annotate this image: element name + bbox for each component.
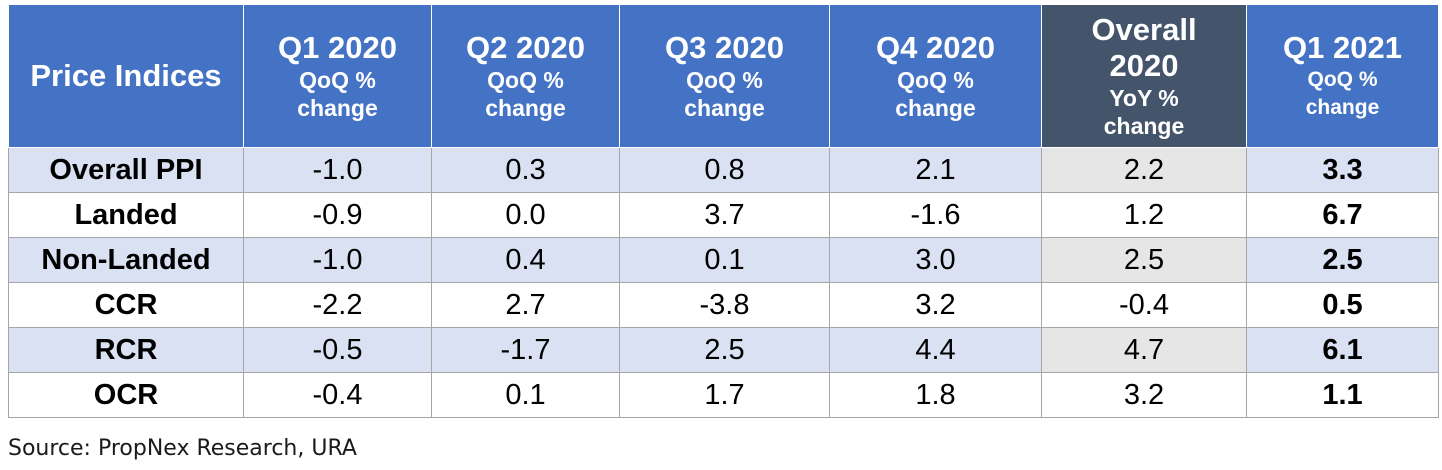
data-cell: 0.5 xyxy=(1246,282,1439,328)
header-measure: QoQ % change xyxy=(485,67,566,121)
header-measure: QoQ % change xyxy=(1305,68,1380,119)
header-q1-2020: Q1 2020 QoQ % change xyxy=(243,4,432,148)
data-cell: 1.1 xyxy=(1246,372,1439,418)
table-row: Non-Landed -1.0 0.4 0.1 3.0 2.5 2.5 xyxy=(8,237,1439,283)
data-cell: 4.7 xyxy=(1041,327,1247,373)
table-row: RCR -0.5 -1.7 2.5 4.4 4.7 6.1 xyxy=(8,327,1439,373)
data-cell: 2.5 xyxy=(619,327,830,373)
data-cell: 0.3 xyxy=(431,147,620,193)
data-cell: 2.5 xyxy=(1041,237,1247,283)
data-cell: -1.0 xyxy=(243,147,432,193)
header-measure: YoY % change xyxy=(1103,85,1185,139)
source-note: Source: PropNex Research, URA xyxy=(8,436,357,461)
data-cell: 0.1 xyxy=(431,372,620,418)
table-row: CCR -2.2 2.7 -3.8 3.2 -0.4 0.5 xyxy=(8,282,1439,328)
header-label: Price Indices xyxy=(30,58,222,93)
data-cell: 6.1 xyxy=(1246,327,1439,373)
data-cell: 2.7 xyxy=(431,282,620,328)
header-q3-2020: Q3 2020 QoQ % change xyxy=(619,4,830,148)
data-cell: 2.1 xyxy=(829,147,1042,193)
table-body: Overall PPI -1.0 0.3 0.8 2.1 2.2 3.3 Landed -0.9… xyxy=(8,147,1439,418)
header-period: Q2 2020 xyxy=(466,30,585,65)
data-cell: 1.8 xyxy=(829,372,1042,418)
data-cell: 3.3 xyxy=(1246,147,1439,193)
data-cell: 0.8 xyxy=(619,147,830,193)
data-cell: 3.0 xyxy=(829,237,1042,283)
header-period: Q1 2021 xyxy=(1283,30,1402,65)
header-measure: QoQ % change xyxy=(684,67,765,121)
data-cell: 0.4 xyxy=(431,237,620,283)
table-row: OCR -0.4 0.1 1.7 1.8 3.2 1.1 xyxy=(8,372,1439,418)
data-cell: -1.7 xyxy=(431,327,620,373)
data-cell: -0.4 xyxy=(1041,282,1247,328)
row-label: Non-Landed xyxy=(8,237,244,283)
data-cell: -1.0 xyxy=(243,237,432,283)
data-cell: -1.6 xyxy=(829,192,1042,238)
header-price-indices: Price Indices xyxy=(8,4,244,148)
header-measure: QoQ % change xyxy=(297,67,378,121)
row-label: CCR xyxy=(8,282,244,328)
row-label: Landed xyxy=(8,192,244,238)
data-cell: 3.2 xyxy=(1041,372,1247,418)
price-index-table: Price Indices Q1 2020 QoQ % change Q2 20… xyxy=(8,4,1439,418)
data-cell: 0.1 xyxy=(619,237,830,283)
table-row: Landed -0.9 0.0 3.7 -1.6 1.2 6.7 xyxy=(8,192,1439,238)
data-cell: 0.0 xyxy=(431,192,620,238)
header-period: Q3 2020 xyxy=(665,30,784,65)
header-q4-2020: Q4 2020 QoQ % change xyxy=(829,4,1042,148)
header-period: Overall 2020 xyxy=(1091,12,1197,83)
data-cell: -3.8 xyxy=(619,282,830,328)
header-measure: QoQ % change xyxy=(895,67,976,121)
data-cell: -0.5 xyxy=(243,327,432,373)
data-cell: 2.5 xyxy=(1246,237,1439,283)
row-label: OCR xyxy=(8,372,244,418)
data-cell: 2.2 xyxy=(1041,147,1247,193)
header-q2-2020: Q2 2020 QoQ % change xyxy=(431,4,620,148)
data-cell: 6.7 xyxy=(1246,192,1439,238)
header-row: Price Indices Q1 2020 QoQ % change Q2 20… xyxy=(8,4,1439,148)
data-cell: 1.7 xyxy=(619,372,830,418)
table-row: Overall PPI -1.0 0.3 0.8 2.1 2.2 3.3 xyxy=(8,147,1439,193)
data-cell: -0.9 xyxy=(243,192,432,238)
data-cell: 1.2 xyxy=(1041,192,1247,238)
data-cell: 3.7 xyxy=(619,192,830,238)
data-cell: 3.2 xyxy=(829,282,1042,328)
header-overall-2020: Overall 2020 YoY % change xyxy=(1041,4,1247,148)
row-label: RCR xyxy=(8,327,244,373)
row-label: Overall PPI xyxy=(8,147,244,193)
header-period: Q1 2020 xyxy=(278,30,397,65)
header-q1-2021: Q1 2021 QoQ % change xyxy=(1246,4,1439,148)
header-period: Q4 2020 xyxy=(876,30,995,65)
data-cell: -2.2 xyxy=(243,282,432,328)
data-cell: -0.4 xyxy=(243,372,432,418)
data-cell: 4.4 xyxy=(829,327,1042,373)
